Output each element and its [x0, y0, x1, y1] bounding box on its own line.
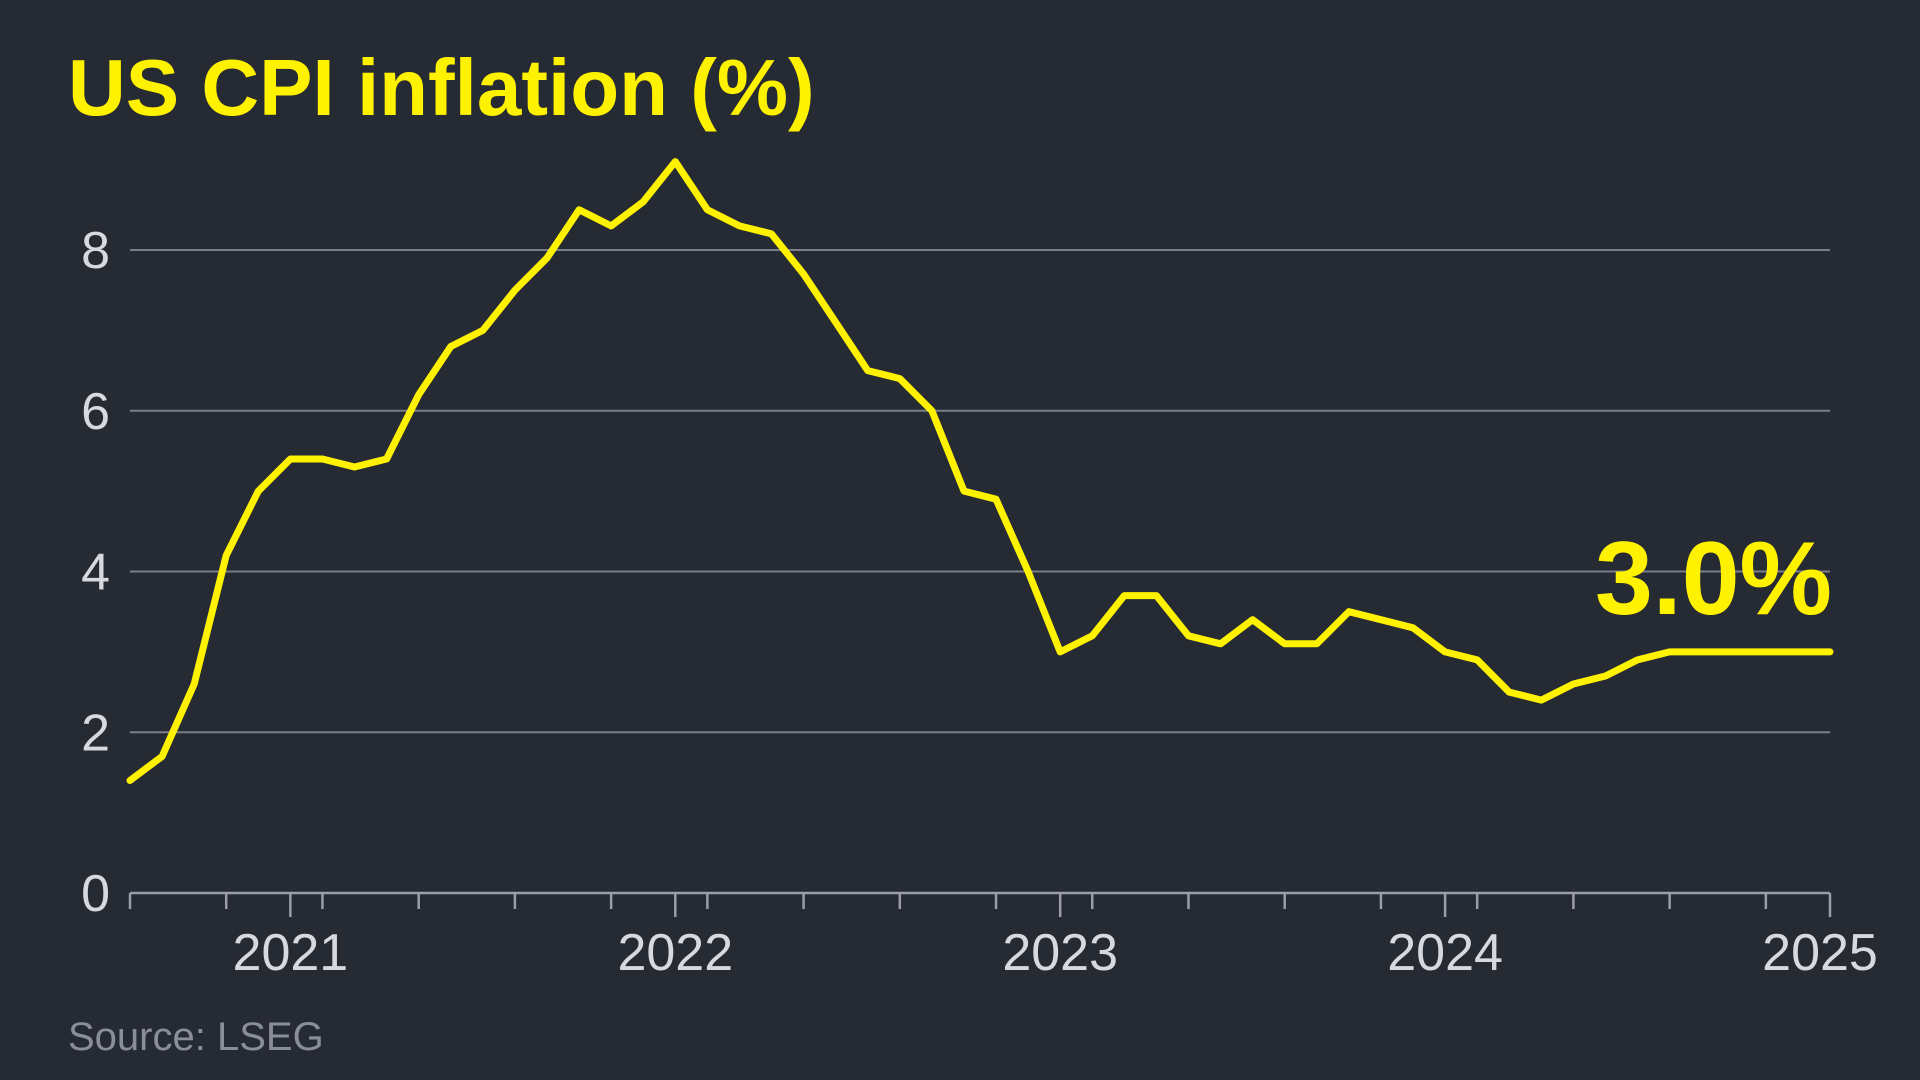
data-point [1795, 649, 1801, 655]
data-point [159, 753, 165, 759]
data-point [416, 392, 422, 398]
x-tick-label: 2025 [1762, 924, 1878, 982]
y-axis: 0 2 4 6 8 [81, 222, 110, 923]
series-line-cpi [126, 158, 1834, 784]
data-point [1827, 649, 1833, 655]
data-point [1250, 617, 1256, 623]
y-tick-label: 8 [81, 222, 110, 280]
data-point [1570, 681, 1576, 687]
data-point [608, 223, 614, 229]
data-point [736, 223, 742, 229]
data-point [512, 287, 518, 293]
data-point [1089, 633, 1095, 639]
data-point [1153, 593, 1159, 599]
data-point [352, 464, 358, 470]
data-point [1699, 649, 1705, 655]
data-point [1667, 649, 1673, 655]
x-axis: 2021 2022 2023 2024 2025 [128, 891, 1878, 982]
series-layer [126, 158, 1834, 784]
data-point [1282, 641, 1288, 647]
data-point [704, 207, 710, 213]
x-tick-label: 2022 [617, 924, 733, 982]
data-point [1378, 617, 1384, 623]
data-point [1314, 641, 1320, 647]
data-point [1538, 697, 1544, 703]
data-point [672, 159, 678, 165]
data-point [255, 488, 261, 494]
data-point [127, 777, 133, 783]
chart-title: US CPI inflation (%) [68, 43, 815, 132]
data-point [223, 552, 229, 558]
data-point [1731, 649, 1737, 655]
data-point [640, 199, 646, 205]
data-point [319, 456, 325, 462]
data-point [833, 319, 839, 325]
data-point [1635, 657, 1641, 663]
data-point [1346, 609, 1352, 615]
data-point [993, 496, 999, 502]
data-point [897, 376, 903, 382]
data-point [769, 231, 775, 237]
data-point [576, 207, 582, 213]
y-tick-label: 6 [81, 383, 110, 441]
data-point [801, 271, 807, 277]
data-point [1506, 689, 1512, 695]
grid-layer [130, 249, 1830, 734]
y-tick-label: 4 [81, 544, 110, 602]
data-point [1121, 593, 1127, 599]
data-point [1474, 657, 1480, 663]
data-point [961, 488, 967, 494]
data-point [384, 456, 390, 462]
data-point [1057, 649, 1063, 655]
data-point [1602, 673, 1608, 679]
data-point [544, 255, 550, 261]
data-point [1025, 569, 1031, 575]
data-point [191, 681, 197, 687]
data-point [448, 343, 454, 349]
data-point [480, 327, 486, 333]
y-tick-label: 0 [81, 865, 110, 923]
data-point [1763, 649, 1769, 655]
data-point [1442, 649, 1448, 655]
data-point [287, 456, 293, 462]
x-tick-label: 2024 [1387, 924, 1503, 982]
latest-value-label: 3.0% [1595, 521, 1832, 637]
data-point [1185, 633, 1191, 639]
data-point [865, 368, 871, 374]
data-point [1410, 625, 1416, 631]
data-point [929, 408, 935, 414]
data-point [1218, 641, 1224, 647]
y-tick-label: 2 [81, 704, 110, 762]
x-tick-label: 2023 [1002, 924, 1118, 982]
source-note: Source: LSEG [68, 1015, 324, 1059]
x-tick-label: 2021 [233, 924, 349, 982]
